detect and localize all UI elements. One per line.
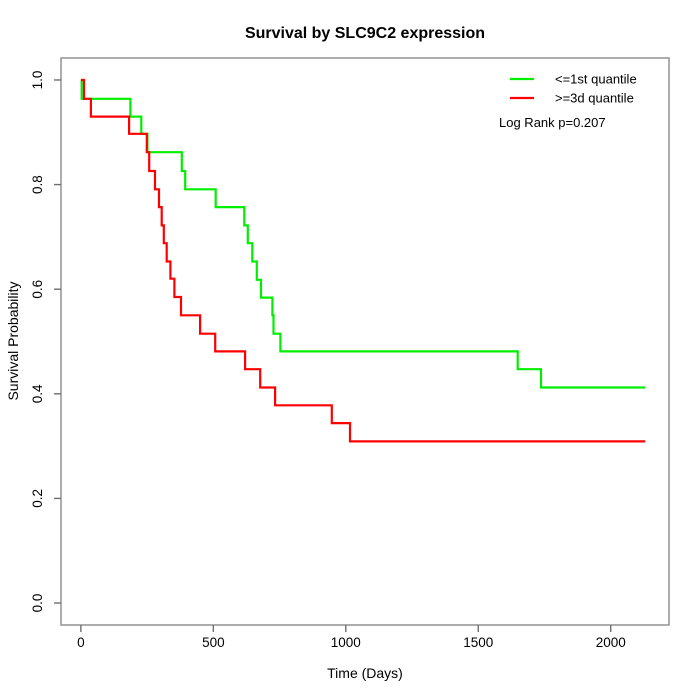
legend-label-high-quantile: >=3d quantile	[555, 91, 634, 106]
x-axis: 0 500 1000 1500 2000	[77, 625, 626, 650]
y-tick-label: 1.0	[30, 71, 45, 90]
y-axis-label: Survival Probability	[5, 281, 21, 400]
legend: <=1st quantile >=3d quantile Log Rank p=…	[499, 72, 637, 131]
legend-label-low-quantile: <=1st quantile	[555, 72, 637, 87]
x-tick-label: 0	[77, 635, 85, 650]
log-rank-annotation: Log Rank p=0.207	[499, 115, 606, 130]
survival-curves	[80, 78, 646, 443]
y-tick-label: 0.0	[30, 594, 45, 613]
x-tick-label: 500	[202, 635, 225, 650]
y-axis: 0.0 0.2 0.4 0.6 0.8 1.0	[30, 71, 61, 613]
y-tick-label: 0.4	[30, 384, 45, 403]
km-curve-low-quantile	[80, 78, 646, 389]
y-tick-label: 0.2	[30, 489, 45, 508]
plot-border	[60, 57, 670, 626]
chart-title: Survival by SLC9C2 expression	[245, 25, 485, 42]
y-tick-label: 0.8	[30, 175, 45, 194]
x-tick-label: 1000	[331, 635, 361, 650]
x-tick-label: 2000	[596, 635, 626, 650]
x-tick-label: 1500	[463, 635, 493, 650]
y-tick-label: 0.6	[30, 280, 45, 299]
km-curve-high-quantile	[80, 78, 646, 443]
x-axis-label: Time (Days)	[327, 665, 403, 681]
